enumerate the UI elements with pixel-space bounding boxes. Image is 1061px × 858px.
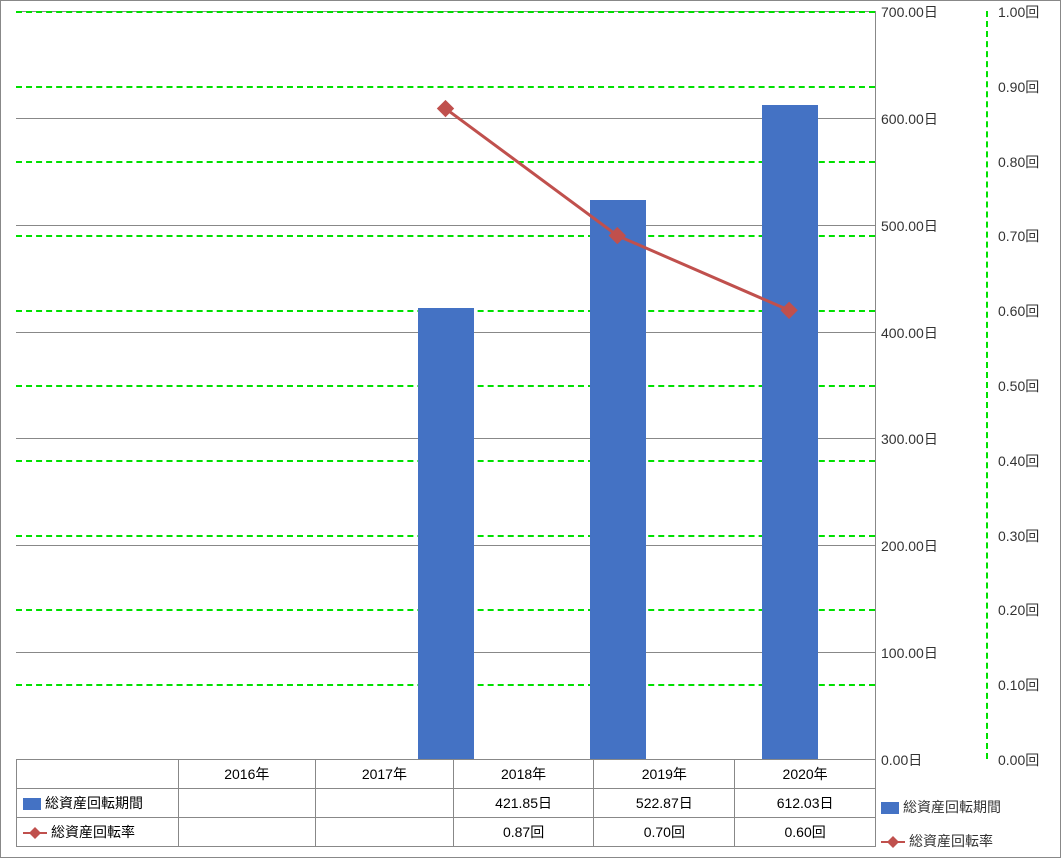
y2-gridline [16,11,875,13]
line-value-cell: 0.87回 [453,818,594,847]
y2-tick-label: 0.40回 [998,451,1039,471]
y2-tick-label: 0.20回 [998,600,1039,620]
y1-tick-label: 600.00日 [881,109,938,129]
legend-bar-label: 総資産回転期間 [45,795,143,811]
line-value-cell: 0.70回 [594,818,735,847]
y2-tick-label: 0.10回 [998,675,1039,695]
bar-swatch-icon [881,802,899,814]
chart-container: 2016年2017年2018年2019年2020年総資産回転期間421.85日5… [0,0,1061,858]
category-header: 2018年 [453,760,594,789]
legend-bar-cell: 総資産回転期間 [17,789,179,818]
line-marker [438,101,454,117]
category-header: 2019年 [594,760,735,789]
right-legend-bar: 総資産回転期間 [881,797,1001,817]
bar-swatch-icon [23,798,41,810]
line-swatch-icon [881,835,905,849]
y1-tick-label: 300.00日 [881,429,938,449]
category-header: 2016年 [178,760,316,789]
bar-value-cell [178,789,316,818]
legend-line-label: 総資産回転率 [51,824,135,840]
y2-gridline [16,161,875,163]
category-header: 2017年 [316,760,454,789]
bar [418,308,474,759]
line-value-cell [316,818,454,847]
line-value-cell [178,818,316,847]
category-header: 2020年 [735,760,876,789]
y2-tick-label: 0.00回 [998,750,1039,770]
y2-tick-label: 1.00回 [998,2,1039,22]
legend-line-cell: 総資産回転率 [17,818,179,847]
y1-gridline [16,118,875,119]
y2-tick-label: 0.60回 [998,301,1039,321]
y1-tick-label: 500.00日 [881,216,938,236]
bar-value-cell: 522.87日 [594,789,735,818]
y1-gridline [16,759,875,760]
bar-value-cell: 421.85日 [453,789,594,818]
y2-tick-label: 0.30回 [998,526,1039,546]
y1-tick-label: 100.00日 [881,643,938,663]
data-table: 2016年2017年2018年2019年2020年総資産回転期間 421.85日5… [16,759,876,847]
y1-tick-label: 700.00日 [881,2,938,22]
bar [762,105,818,759]
bar-value-cell: 612.03日 [735,789,876,818]
y2-tick-label: 0.50回 [998,376,1039,396]
right-legend-bar-label: 総資産回転期間 [903,799,1001,815]
y1-tick-label: 0.00日 [881,750,922,770]
y1-tick-label: 200.00日 [881,536,938,556]
y2-gridline [16,86,875,88]
y2-gridline [16,235,875,237]
line-value-cell: 0.60回 [735,818,876,847]
right-legend-line-label: 総資産回転率 [909,833,993,849]
plot-area [16,11,876,759]
y2-tick-label: 0.70回 [998,226,1039,246]
y2-axis-line [986,11,988,759]
y2-tick-label: 0.90回 [998,77,1039,97]
y1-tick-label: 400.00日 [881,323,938,343]
y1-gridline [16,225,875,226]
line-swatch-icon [23,826,47,840]
right-legend-line: 総資産回転率 [881,831,993,851]
y2-tick-label: 0.80回 [998,152,1039,172]
bar [590,200,646,759]
bar-value-cell [316,789,454,818]
table-corner-cell [17,760,179,789]
